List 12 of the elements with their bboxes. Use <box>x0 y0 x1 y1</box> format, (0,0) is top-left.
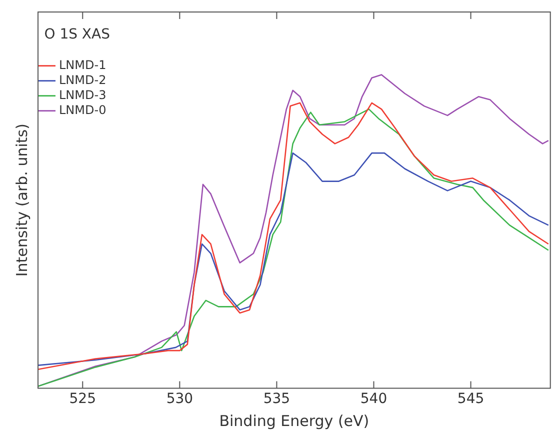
x-tick-label: 530 <box>166 391 194 408</box>
legend-label: LNMD-0 <box>59 102 106 117</box>
legend-label: LNMD-2 <box>59 72 106 87</box>
x-tick-label: 525 <box>69 391 96 408</box>
legend-label: LNMD-1 <box>59 58 106 72</box>
x-tick-label: 545 <box>457 391 484 408</box>
legend-label: LNMD-3 <box>59 88 106 102</box>
y-axis-title: Intensity (arb. units) <box>12 124 31 277</box>
x-tick-label: 535 <box>263 391 290 408</box>
x-tick-label: 540 <box>360 391 388 408</box>
legend-title: O 1S XAS <box>44 26 110 43</box>
x-axis-title: Binding Energy (eV) <box>219 412 370 430</box>
